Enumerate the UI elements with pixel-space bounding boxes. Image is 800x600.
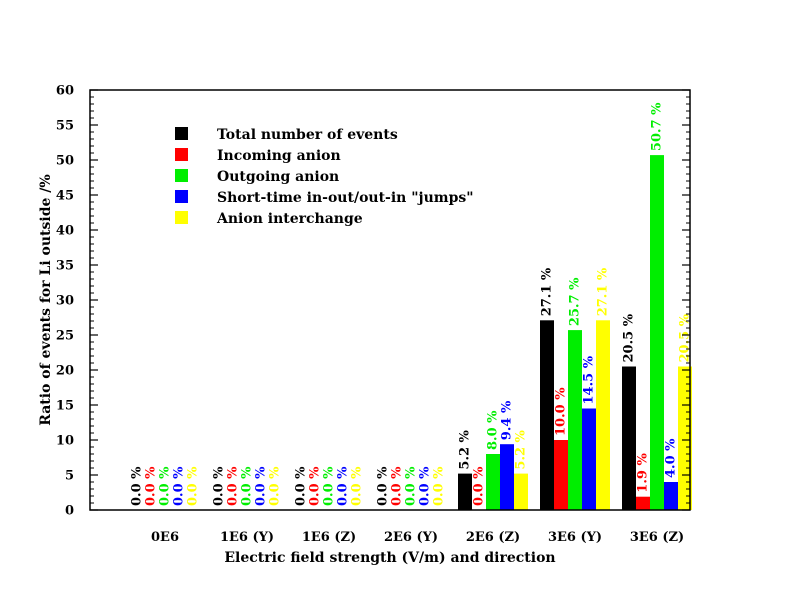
bar: [500, 444, 514, 510]
x-tick-label: 3E6 (Y): [548, 530, 602, 545]
legend-entry-label: Anion interchange: [216, 211, 363, 227]
bar-value-label: 20.5 %: [622, 313, 637, 362]
y-tick-label: 60: [56, 84, 74, 99]
bar: [636, 496, 650, 510]
bar-value-label: 5.2 %: [458, 429, 473, 469]
bar: [582, 408, 596, 510]
bar: [650, 155, 664, 510]
y-tick-label: 30: [56, 294, 74, 309]
y-tick-label: 15: [56, 399, 74, 414]
bar-value-label: 8.0 %: [486, 410, 501, 450]
bar-labels-layer: 0.0 % 0.0 % 0.0 % 0.0 % 0.0 % 0.0 % 0.0 % 0.0 %…: [130, 102, 693, 506]
bar: [458, 473, 472, 510]
legend-swatch: [175, 211, 188, 224]
y-tick-label: 40: [56, 224, 74, 239]
x-tick-label: 1E6 (Z): [302, 530, 356, 545]
y-tick-label: 10: [56, 434, 74, 449]
bar-value-label: 0.0 %: [390, 466, 405, 506]
bar: [554, 440, 568, 510]
bar-value-label: 27.1 %: [596, 267, 611, 316]
y-tick-label: 35: [56, 259, 74, 274]
bar-value-label: 10.0 %: [554, 387, 569, 436]
bar: [568, 330, 582, 510]
legend-swatch: [175, 148, 188, 161]
bar-value-label: 0.0 %: [322, 466, 337, 506]
bar: [678, 366, 692, 510]
legend-entry-label: Incoming anion: [217, 148, 341, 164]
x-tick-label: 2E6 (Y): [384, 530, 438, 545]
bar-value-label: 0.0 %: [144, 466, 159, 506]
bar-value-label: 0.0 %: [308, 466, 323, 506]
bar-value-label: 25.7 %: [568, 277, 583, 326]
bar-value-label: 0.0 %: [376, 466, 391, 506]
bar-value-label: 0.0 %: [158, 466, 173, 506]
bar-value-label: 0.0 %: [350, 466, 365, 506]
legend-swatch: [175, 127, 188, 140]
x-axis: 0E6 1E6 (Y) 1E6 (Z) 2E6 (Y) 2E6 (Z) 3E6 (Y) 3E…: [151, 530, 684, 545]
bar: [596, 320, 610, 510]
bar-value-label: 0.0 %: [268, 466, 283, 506]
bar-value-label: 14.5 %: [582, 355, 597, 404]
bar-value-label: 50.7 %: [650, 102, 665, 151]
y-axis: 0 5 10 15 20 25 30 35 40 45 50 55 60: [56, 84, 690, 519]
bar-value-label: 0.0 %: [226, 466, 241, 506]
y-tick-label: 5: [65, 469, 74, 484]
legend-entry-label: Short-time in-out/out-in "jumps": [217, 190, 474, 206]
legend-swatch: [175, 190, 188, 203]
y-tick-label: 45: [56, 189, 74, 204]
bar: [514, 473, 528, 510]
bar-value-label: 0.0 %: [294, 466, 309, 506]
x-tick-label: 2E6 (Z): [466, 530, 520, 545]
y-axis-title: Ratio of events for Li outside /%: [38, 174, 54, 425]
bar-value-label: 1.9 %: [636, 453, 651, 493]
bar: [622, 366, 636, 510]
legend-swatch: [175, 169, 188, 182]
bar-value-label: 0.0 %: [240, 466, 255, 506]
y-tick-label: 50: [56, 154, 74, 169]
bar-value-label: 0.0 %: [130, 466, 145, 506]
legend-entry-label: Total number of events: [217, 127, 398, 143]
bar-value-label: 0.0 %: [404, 466, 419, 506]
bar-value-label: 0.0 %: [472, 466, 487, 506]
bar-value-label: 4.0 %: [664, 438, 679, 478]
bar-value-label: 9.4 %: [500, 400, 515, 440]
bar-value-label: 0.0 %: [336, 466, 351, 506]
y-tick-label: 25: [56, 329, 74, 344]
bars-layer: [458, 155, 692, 510]
bar-value-label: 20.5 %: [678, 313, 693, 362]
x-tick-label: 0E6: [151, 530, 179, 545]
y-tick-label: 20: [56, 364, 74, 379]
bar-value-label: 5.2 %: [514, 429, 529, 469]
x-axis-title: Electric field strength (V/m) and direct…: [224, 550, 555, 566]
bar-value-label: 0.0 %: [418, 466, 433, 506]
x-tick-label: 1E6 (Y): [220, 530, 274, 545]
bar-value-label: 0.0 %: [254, 466, 269, 506]
y-tick-label: 55: [56, 119, 74, 134]
bar-value-label: 0.0 %: [186, 466, 201, 506]
bar: [540, 320, 554, 510]
bar-value-label: 27.1 %: [540, 267, 555, 316]
legend: Total number of events Incoming anion Outg…: [175, 127, 474, 227]
x-tick-label: 3E6 (Z): [630, 530, 684, 545]
bar-value-label: 0.0 %: [212, 466, 227, 506]
bar: [664, 482, 678, 510]
y-tick-label: 0: [65, 504, 74, 519]
bar-value-label: 0.0 %: [172, 466, 187, 506]
bar-value-label: 0.0 %: [432, 466, 447, 506]
bar: [486, 454, 500, 510]
legend-entry-label: Outgoing anion: [217, 169, 339, 185]
